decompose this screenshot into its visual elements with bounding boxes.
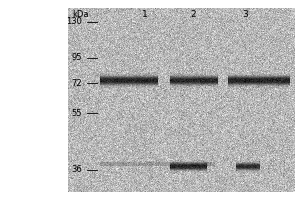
- Text: 3: 3: [242, 10, 248, 19]
- Text: 72: 72: [71, 78, 82, 88]
- Text: 55: 55: [71, 108, 82, 117]
- Text: 1: 1: [142, 10, 148, 19]
- Text: 36: 36: [71, 166, 82, 174]
- Text: 95: 95: [71, 53, 82, 62]
- Text: 2: 2: [190, 10, 196, 19]
- Text: kDa: kDa: [72, 10, 88, 19]
- Text: 130: 130: [66, 18, 82, 26]
